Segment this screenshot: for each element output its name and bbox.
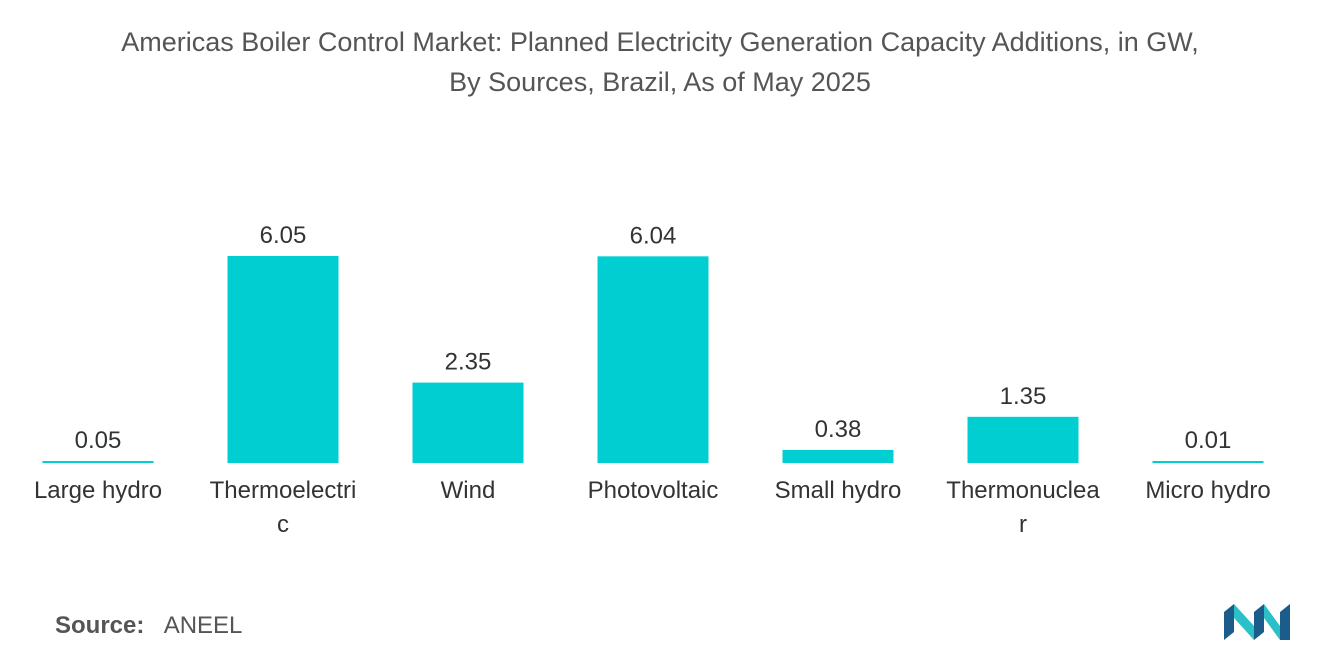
logo-shape-left-dark <box>1224 604 1234 640</box>
category-label-thermonuclear-line-1: Thermonuclea <box>946 477 1100 504</box>
bar-small-hydro <box>782 449 894 463</box>
data-label-photovoltaic: 6.04 <box>630 222 677 249</box>
category-label-small-hydro: Small hydro <box>775 477 902 504</box>
data-label-small-hydro: 0.38 <box>815 416 862 443</box>
bar-photovoltaic <box>597 256 709 463</box>
chart-title: Americas Boiler Control Market: Planned … <box>0 22 1320 102</box>
data-label-micro-hydro: 0.01 <box>1185 427 1232 454</box>
source-label: Source: <box>55 612 145 639</box>
category-label-photovoltaic: Photovoltaic <box>588 477 719 504</box>
logo-shape-left-light <box>1234 604 1254 640</box>
data-label-wind: 2.35 <box>445 349 492 376</box>
logo-shape-mid-dark <box>1254 604 1264 640</box>
category-label-thermoelectric-line-2: c <box>277 511 289 538</box>
data-label-large-hydro: 0.05 <box>75 427 122 454</box>
data-label-thermonuclear: 1.35 <box>1000 383 1047 410</box>
bar-micro-hydro <box>1152 461 1264 463</box>
logo-shape-right-light <box>1264 604 1280 640</box>
data-label-thermoelectric: 6.05 <box>260 222 307 249</box>
bar-thermoelectric <box>227 256 339 463</box>
category-label-micro-hydro: Micro hydro <box>1145 477 1270 504</box>
bar-large-hydro <box>42 461 154 463</box>
bar-thermonuclear <box>967 416 1079 463</box>
chart-title-line-2: By Sources, Brazil, As of May 2025 <box>449 67 871 97</box>
bar-wind <box>412 382 524 463</box>
source-note: Source: ANEEL <box>55 612 242 640</box>
brand-logo-icon <box>1224 604 1290 640</box>
bar-chart: 0.05 Large hydro 6.05 Thermoelectri c 2.35 Win… <box>34 222 1271 538</box>
category-label-thermonuclear-line-2: r <box>1019 511 1027 538</box>
chart-title-line-1: Americas Boiler Control Market: Planned … <box>121 27 1199 57</box>
category-label-large-hydro: Large hydro <box>34 477 162 504</box>
logo-shape-right-dark <box>1280 604 1290 640</box>
source-value: ANEEL <box>163 612 243 639</box>
category-label-wind: Wind <box>441 477 496 504</box>
category-label-thermoelectric-line-1: Thermoelectri <box>210 477 357 504</box>
